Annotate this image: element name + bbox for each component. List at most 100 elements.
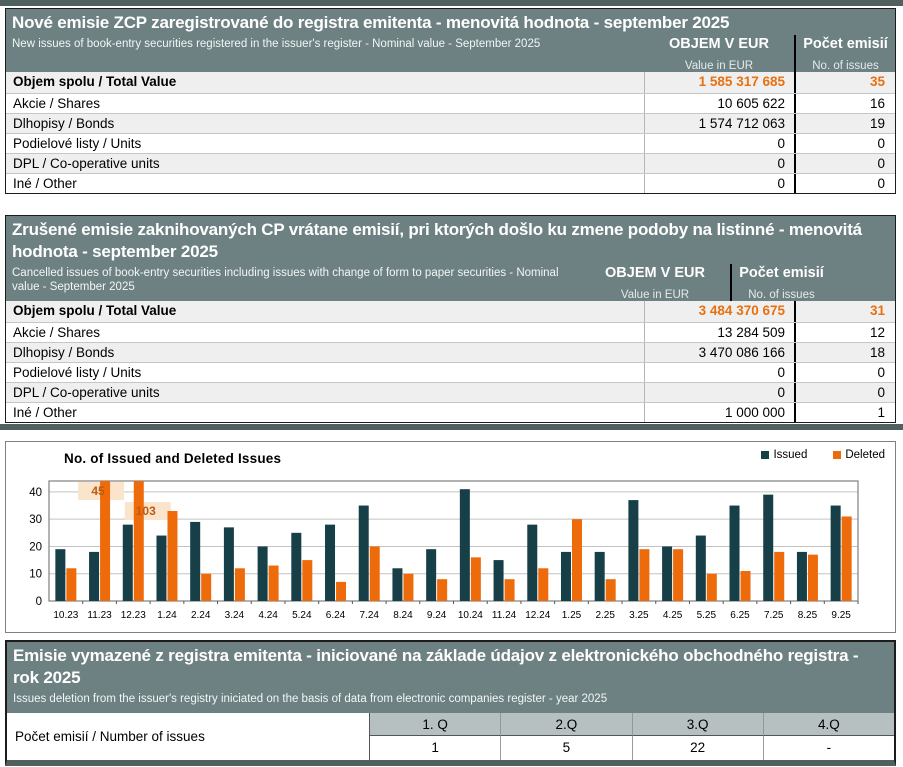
- row-label: Objem spolu / Total Value: [13, 74, 177, 89]
- issued-bar: [763, 494, 774, 601]
- row-label: Podielové listy / Units: [13, 136, 142, 151]
- deleted-bar: [639, 549, 650, 601]
- table-row: DPL / Co-operative units 0 0: [6, 382, 895, 402]
- deleted-legend-label: Deleted: [845, 449, 885, 461]
- y-tick-label: 10: [29, 569, 42, 581]
- row-count: 12: [794, 323, 895, 342]
- x-tick-label: 10.24: [458, 610, 483, 621]
- row-value: 3 484 370 675: [644, 301, 794, 322]
- value-column-sublabel: Value in EUR: [684, 60, 754, 72]
- quarter-row-label: Počet emisií / Number of issues: [7, 713, 370, 760]
- issued-legend-swatch: [761, 451, 770, 459]
- row-label: DPL / Co-operative units: [13, 385, 160, 400]
- chart-plot: 0 10 20 30 40 10.23 11.23 12.23 1.24 2.24 3.24 4.24…: [29, 480, 859, 621]
- new-issues-subtitle: New issues of book-entry securities regi…: [12, 38, 541, 50]
- deleted-bar: [302, 560, 313, 601]
- issued-bar: [122, 524, 133, 601]
- deleted-bar: [605, 579, 616, 601]
- count-column-sublabel: No. of issues: [812, 60, 879, 72]
- row-value: 13 284 509: [644, 323, 794, 342]
- x-tick-label: 2.25: [595, 610, 615, 621]
- row-count: 0: [794, 363, 895, 382]
- quarter-values-row: 1 5 22-: [370, 736, 894, 760]
- count-column-label: Počet emisií: [739, 265, 824, 281]
- deleted-bar: [100, 481, 111, 601]
- row-label: Objem spolu / Total Value: [13, 303, 177, 318]
- issued-bar: [560, 551, 571, 601]
- deleted-bar: [66, 568, 77, 601]
- count-column-sublabel: No. of issues: [748, 289, 815, 301]
- deleted-bar: [841, 516, 852, 601]
- chart-title: No. of Issued and Deleted Issues: [64, 451, 282, 466]
- issued-bar: [628, 500, 639, 601]
- row-label: Dlhopisy / Bonds: [13, 116, 115, 131]
- x-tick-label: 12.23: [121, 610, 146, 621]
- cancelled-issues-body: Objem spolu / Total Value 3 484 370 675 31…: [6, 301, 895, 422]
- table-row: Podielové listy / Units 0 0: [6, 362, 895, 382]
- x-tick-label: 7.24: [359, 610, 379, 621]
- count-column-label: Počet emisií: [803, 36, 888, 52]
- table-row: Iné / Other 0 0: [6, 173, 895, 193]
- cancelled-issues-table: Zrušené emisie zaknihovaných CP vrátane …: [5, 215, 896, 423]
- issued-bar: [493, 560, 504, 601]
- register-deletion-table: Emisie vymazené z registra emitenta - in…: [5, 640, 896, 766]
- y-tick-label: 30: [29, 514, 42, 526]
- row-count: 18: [794, 343, 895, 362]
- value-column-label: OBJEM V EUR: [605, 265, 705, 281]
- row-value: 0: [644, 154, 794, 173]
- x-tick-label: 5.24: [292, 610, 312, 621]
- value-column-sublabel: Value in EUR: [620, 289, 690, 301]
- row-label: Iné / Other: [13, 405, 77, 420]
- deleted-bar: [437, 579, 448, 601]
- issued-bar: [190, 521, 201, 601]
- deleted-bar: [538, 568, 549, 601]
- issued-bar: [223, 527, 234, 601]
- x-tick-label: 11.24: [492, 610, 517, 621]
- issued-bar: [89, 551, 100, 601]
- table-row: Podielové listy / Units 0 0: [6, 133, 895, 153]
- legend-item-deleted: Deleted: [833, 449, 885, 461]
- register-deletion-subtitle: Issues deletion from the issuer's regist…: [13, 693, 608, 705]
- deleted-bar: [673, 549, 684, 601]
- x-tick-label: 8.25: [798, 610, 818, 621]
- row-label: Akcie / Shares: [13, 325, 101, 340]
- x-tick-label: 4.24: [258, 610, 278, 621]
- table-row: Dlhopisy / Bonds 3 470 086 166 18: [6, 342, 895, 362]
- row-count: 19: [794, 114, 895, 133]
- issued-bar: [392, 568, 403, 601]
- issued-bar: [830, 505, 841, 601]
- row-count: 0: [794, 134, 895, 153]
- quarter-value-cell: 22: [631, 736, 763, 760]
- chart-legend: Issued Deleted: [761, 449, 885, 461]
- deleted-bar: [167, 511, 178, 601]
- deleted-bar: [336, 581, 347, 601]
- x-tick-label: 12.24: [525, 610, 550, 621]
- deleted-bar: [504, 579, 515, 601]
- deleted-bar: [571, 519, 582, 601]
- count-column-header: Počet emisií No. of issues: [794, 35, 895, 72]
- quarter-header-cell: 1. Q: [370, 713, 501, 736]
- clip-annotation-label: 103: [136, 504, 156, 518]
- issued-bar: [662, 546, 673, 601]
- row-count: 16: [794, 94, 895, 113]
- quarter-value-cell: -: [762, 736, 894, 760]
- issued-bar: [55, 549, 66, 601]
- issued-deleted-chart: 0 10 20 30 40 10.23 11.23 12.23 1.24 2.24 3.24 4.24…: [5, 441, 896, 633]
- deleted-bar: [201, 573, 212, 601]
- clip-annotation-label: 45: [91, 484, 105, 498]
- row-count: 0: [794, 383, 895, 402]
- row-label: Akcie / Shares: [13, 96, 101, 111]
- register-deletion-body: Počet emisií / Number of issues 1. Q 2.Q 3…: [7, 713, 894, 760]
- row-value: 1 585 317 685: [644, 72, 794, 93]
- quarter-header-cell: 3.Q: [631, 713, 763, 736]
- deleted-bar: [470, 557, 481, 601]
- quarter-header-cell: 2.Q: [500, 713, 632, 736]
- register-deletion-title: Emisie vymazené z registra emitenta - in…: [13, 646, 859, 687]
- table-row: Akcie / Shares 10 605 622 16: [6, 93, 895, 113]
- count-column-header: Počet emisií No. of issues: [730, 264, 831, 301]
- issued-bar: [459, 489, 470, 601]
- x-tick-label: 7.25: [764, 610, 784, 621]
- deleted-bar: [807, 554, 818, 601]
- row-value: 10 605 622: [644, 94, 794, 113]
- issued-bar: [291, 532, 302, 601]
